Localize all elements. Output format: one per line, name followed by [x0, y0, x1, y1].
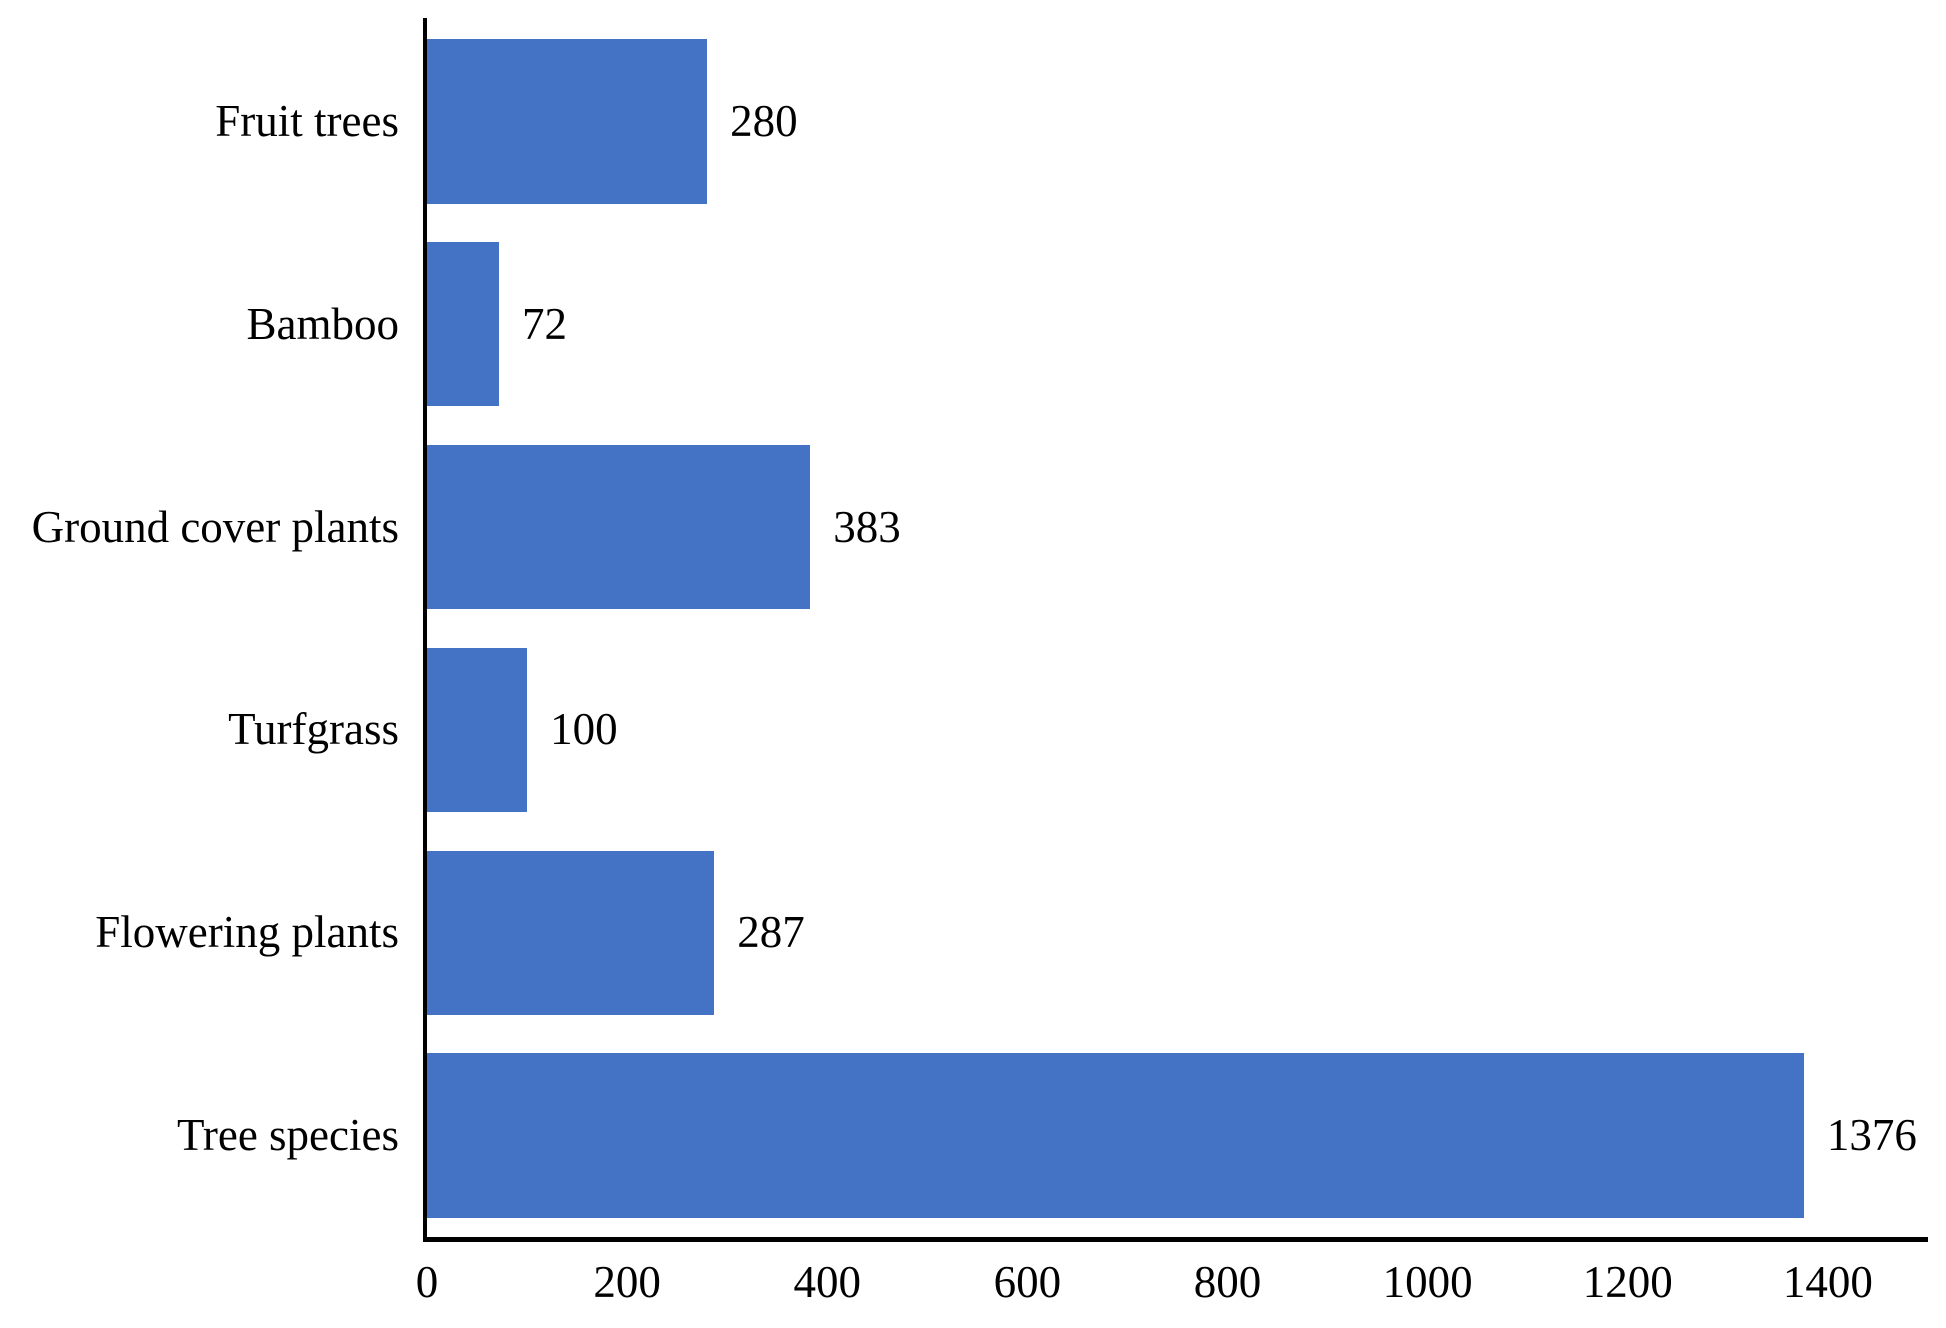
category-label: Flowering plants	[95, 907, 399, 958]
x-tick-label: 200	[593, 1257, 661, 1307]
bar-row: 1376	[427, 1034, 1928, 1237]
x-tick-label: 400	[793, 1257, 862, 1307]
x-tick-label: 800	[1193, 1257, 1262, 1307]
bar-row: 72	[427, 223, 1928, 426]
bar	[427, 242, 500, 407]
bar	[427, 39, 708, 204]
category-label: Bamboo	[246, 298, 400, 349]
value-label: 100	[550, 704, 618, 755]
bar-row: 100	[427, 628, 1928, 831]
category-label: Fruit trees	[215, 95, 399, 146]
plot-area: 280 72 383 100 287 1376	[427, 20, 1928, 1237]
category-label: Ground cover plants	[31, 501, 399, 552]
bar-row: 280	[427, 20, 1928, 223]
value-label: 280	[730, 95, 798, 146]
category-label: Turfgrass	[228, 704, 399, 755]
value-label: 383	[833, 501, 901, 552]
x-axis-line	[423, 1237, 1928, 1242]
bar-row: 287	[427, 831, 1928, 1034]
bar	[427, 1053, 1804, 1218]
x-tick-label: 1400	[1782, 1257, 1873, 1307]
bar	[427, 444, 811, 610]
y-axis-line	[423, 18, 427, 1242]
value-label: 287	[737, 907, 805, 958]
x-tick-label: 1200	[1582, 1257, 1673, 1307]
bar-row: 383	[427, 426, 1928, 629]
category-label: Tree species	[176, 1110, 399, 1161]
x-tick-label: 600	[993, 1257, 1062, 1307]
value-label: 1376	[1826, 1110, 1917, 1161]
category-axis-labels: Fruit trees Bamboo Ground cover plants Turf…	[0, 20, 399, 1237]
bar	[427, 850, 715, 1015]
bar	[427, 647, 528, 813]
x-tick-label: 1000	[1382, 1257, 1473, 1307]
value-label: 72	[522, 298, 568, 349]
x-tick-label: 0	[415, 1257, 439, 1307]
